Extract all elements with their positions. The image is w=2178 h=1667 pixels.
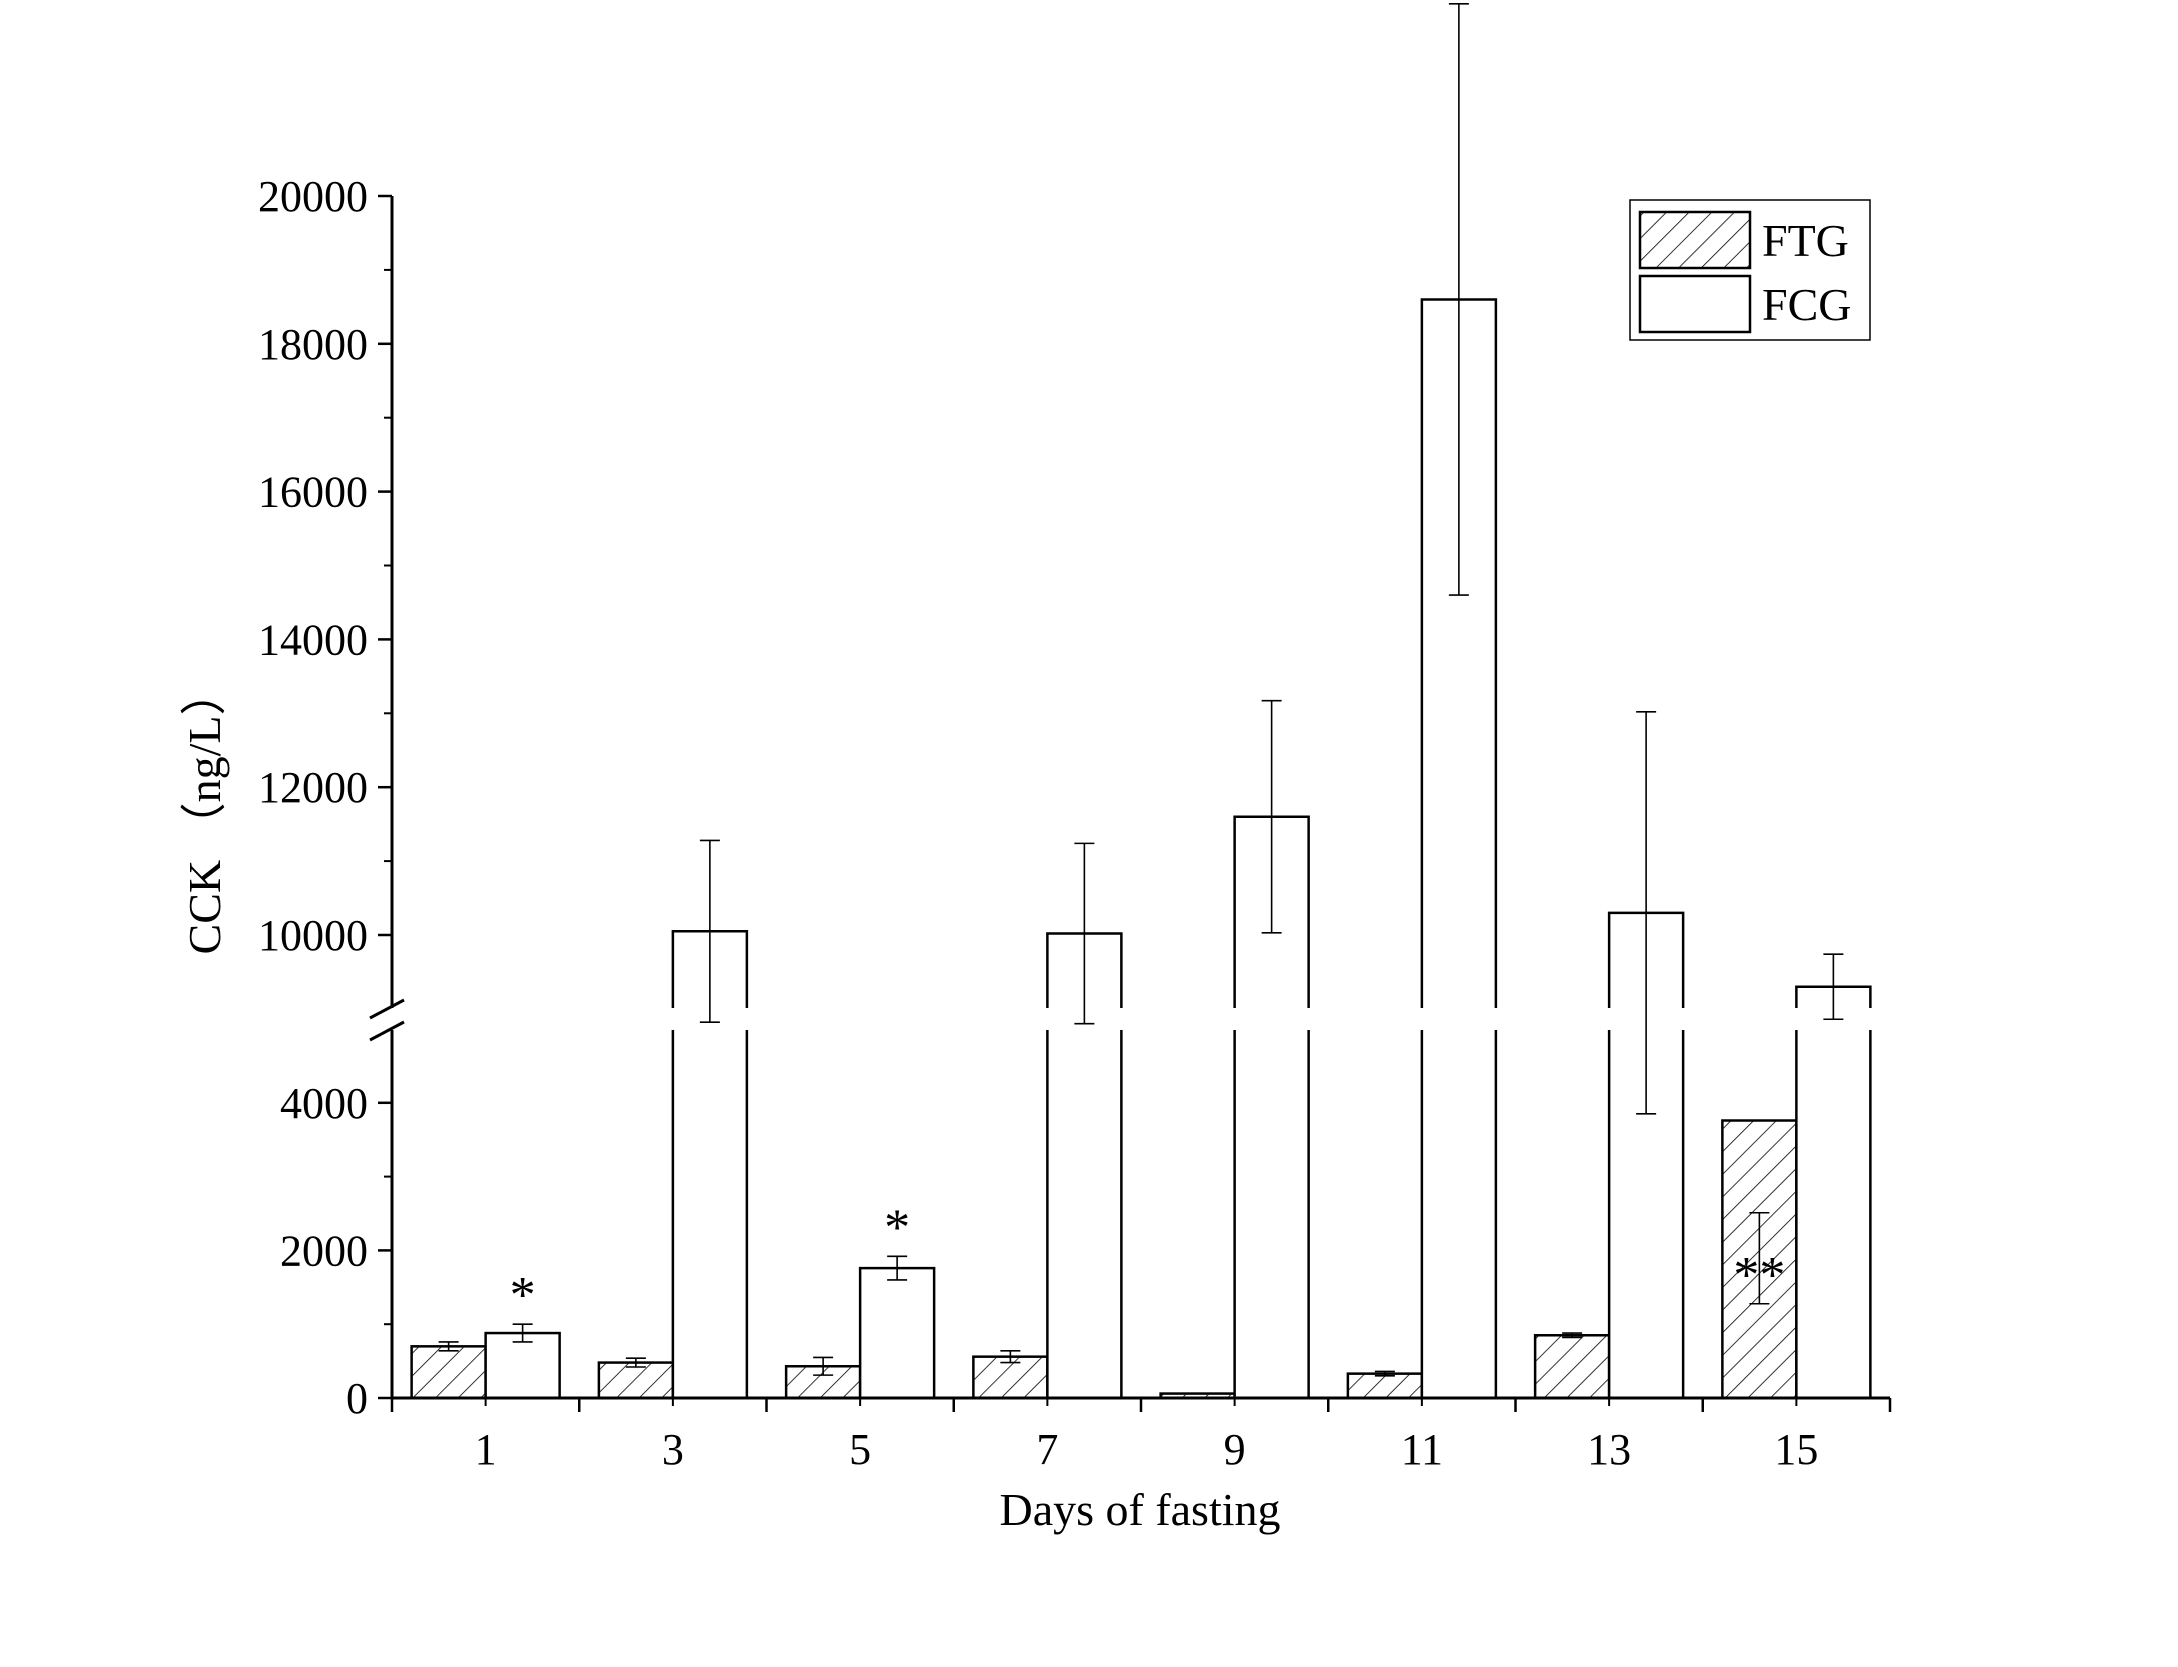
y-tick-label: 0 [346,1374,368,1423]
x-tick-label: 9 [1224,1425,1246,1474]
x-tick-label: 3 [662,1425,684,1474]
legend: FTG FCG [1629,199,1871,341]
plot-area: ******1357911131502000400010000120001400… [258,0,1892,1474]
y-tick-label: 20000 [258,172,368,221]
bar-fcg-day-11-lower [1420,1030,1498,1400]
y-tick-label: 2000 [280,1226,368,1275]
legend-label-ftg: FTG [1762,215,1849,266]
bar-fcg-day-15-lower [1795,1030,1872,1400]
x-tick-label: 15 [1774,1425,1818,1474]
axis-break-mark [369,1020,405,1042]
x-tick-label: 13 [1587,1425,1631,1474]
significance-fcg-day-11: ** [1433,0,1485,4]
x-axis-title: Days of fasting [999,1484,1280,1535]
legend-swatch-fcg [1638,274,1752,334]
y-tick-label: 10000 [258,911,368,960]
legend-frame [1629,199,1871,341]
significance-ftg-day-15: ** [1733,1247,1785,1304]
x-tick-label: 5 [849,1425,871,1474]
significance-fcg-day-5: * [884,1199,910,1256]
x-tick-label: 1 [475,1425,497,1474]
significance-fcg-day-1: * [510,1267,536,1324]
y-tick-label: 4000 [280,1079,368,1128]
bar-ftg-day-3 [597,1361,675,1400]
axis-break-mark [369,998,405,1020]
x-tick-label: 11 [1401,1425,1443,1474]
bar-ftg-day-1 [410,1345,487,1400]
y-axis-title: CCK （ng/L） [179,670,230,955]
y-tick-label: 12000 [258,763,368,812]
bar-ftg-day-13 [1533,1334,1611,1400]
bar-ftg-day-11 [1346,1372,1424,1400]
x-tick-label: 7 [1036,1425,1058,1474]
y-tick-label: 14000 [258,615,368,664]
bar-fcg-day-1 [484,1331,561,1400]
legend-label-fcg: FCG [1762,279,1851,330]
bar-fcg-day-5 [858,1266,936,1400]
legend-swatch-ftg [1638,210,1752,270]
bar-fcg-day-3-lower [671,1030,749,1400]
y-tick-label: 18000 [258,320,368,369]
bar-fcg-day-9-lower [1233,1030,1310,1400]
y-tick-label: 16000 [258,468,368,517]
bar-fcg-day-7-lower [1046,1030,1123,1400]
